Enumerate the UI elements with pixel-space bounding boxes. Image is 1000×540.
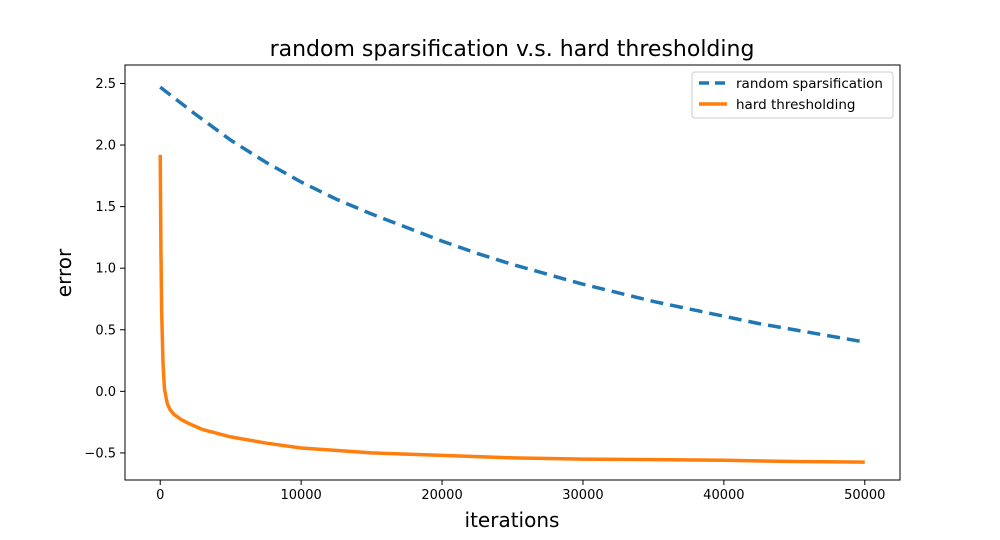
y-tick-label: 2.0 xyxy=(95,139,116,154)
plot-frame xyxy=(124,64,901,481)
x-tick-label: 40000 xyxy=(703,488,744,503)
series-line-hard-thresholding xyxy=(158,154,865,464)
series-layer xyxy=(158,85,866,464)
y-tick-label: 0.5 xyxy=(95,323,116,338)
y-tick-label: 1.0 xyxy=(95,262,116,277)
legend-box xyxy=(691,71,894,119)
y-tick-label: 0.0 xyxy=(95,385,116,400)
x-tick-label: 20000 xyxy=(421,488,462,503)
x-tick-label: 50000 xyxy=(844,488,885,503)
y-tick-label: 2.5 xyxy=(95,77,116,92)
legend-label-hard-thresholding: hard thresholding xyxy=(736,97,855,113)
chart-title: random sparsification v.s. hard threshol… xyxy=(270,37,755,62)
x-axis-label: iterations xyxy=(465,508,560,532)
y-tick-label: −0.5 xyxy=(84,446,116,461)
x-axis: 0 10000 20000 30000 40000 50000 xyxy=(156,480,885,503)
series-line-random-sparsification xyxy=(159,85,866,344)
legend-label-random-sparsification: random sparsification xyxy=(736,76,883,92)
legend: random sparsification hard thresholding xyxy=(691,71,894,119)
y-axis: −0.5 0.0 0.5 1.0 1.5 2.0 2.5 xyxy=(84,77,125,461)
x-tick-label: 30000 xyxy=(562,488,603,503)
y-axis-label: error xyxy=(52,248,76,297)
plot-area xyxy=(124,64,901,481)
y-tick-label: 1.5 xyxy=(95,200,116,215)
x-tick-label: 0 xyxy=(156,488,164,503)
x-tick-label: 10000 xyxy=(280,488,321,503)
